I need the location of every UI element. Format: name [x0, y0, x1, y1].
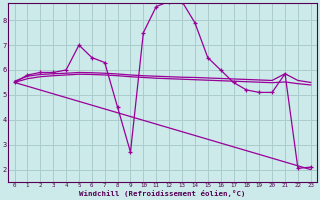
X-axis label: Windchill (Refroidissement éolien,°C): Windchill (Refroidissement éolien,°C) — [79, 190, 246, 197]
